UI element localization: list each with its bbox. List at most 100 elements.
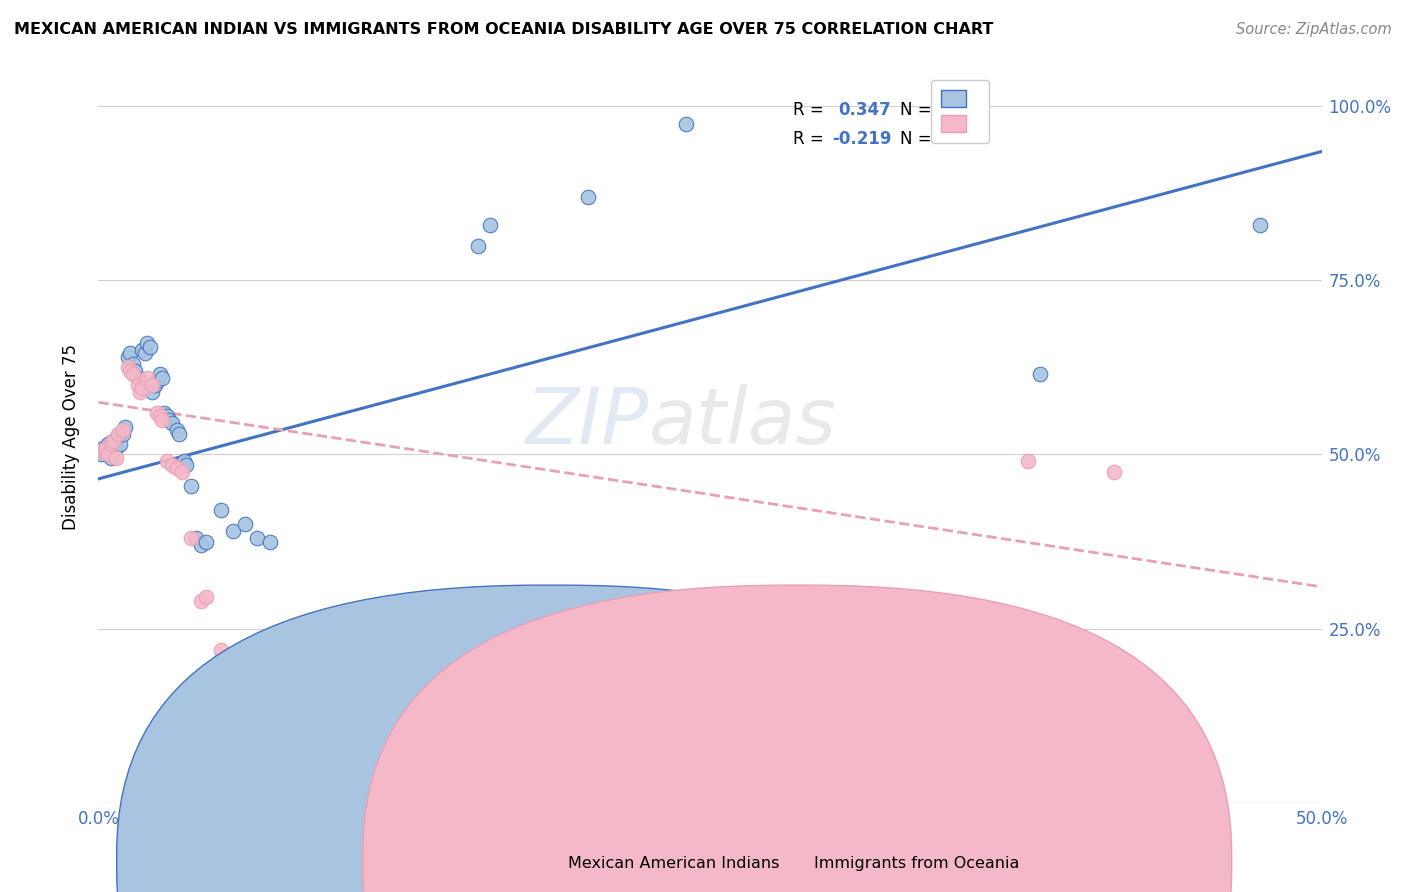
Point: [167, 426, 190, 441]
Point: [139, 339, 162, 353]
Point: [229, 670, 252, 684]
Point: [186, 531, 208, 545]
Point: [141, 377, 163, 392]
Point: [110, 437, 132, 451]
Point: [576, 190, 599, 204]
Point: [1029, 368, 1052, 382]
Point: [136, 371, 159, 385]
Point: [120, 346, 142, 360]
Point: [467, 238, 489, 252]
Point: [104, 450, 127, 465]
Point: [190, 538, 212, 552]
Text: N =: N =: [900, 130, 931, 148]
Point: [222, 667, 245, 681]
Point: [283, 664, 305, 678]
Point: [117, 360, 139, 375]
Legend: , : ,: [931, 79, 990, 143]
Point: [1102, 465, 1125, 479]
Point: [114, 419, 136, 434]
Point: [127, 377, 149, 392]
Point: [180, 531, 202, 545]
Point: [405, 607, 427, 622]
Point: [166, 461, 188, 475]
Point: [195, 591, 218, 605]
Point: [91, 441, 114, 455]
Point: [94, 444, 117, 458]
Point: [127, 371, 149, 385]
Point: [107, 430, 129, 444]
Text: R =: R =: [793, 101, 824, 119]
Point: [160, 458, 183, 472]
Point: [150, 371, 173, 385]
Point: [222, 524, 245, 538]
Text: MEXICAN AMERICAN INDIAN VS IMMIGRANTS FROM OCEANIA DISABILITY AGE OVER 75 CORREL: MEXICAN AMERICAN INDIAN VS IMMIGRANTS FR…: [14, 22, 994, 37]
Point: [166, 423, 188, 437]
Point: [332, 607, 354, 622]
Point: [153, 406, 176, 420]
Point: [160, 416, 183, 430]
Point: [91, 444, 114, 458]
Point: [97, 448, 120, 462]
Point: [356, 653, 378, 667]
Point: [111, 423, 134, 437]
Text: Source: ZipAtlas.com: Source: ZipAtlas.com: [1236, 22, 1392, 37]
Y-axis label: Disability Age Over 75: Disability Age Over 75: [62, 344, 80, 530]
Point: [104, 441, 127, 455]
Point: [124, 364, 146, 378]
Point: [101, 434, 124, 448]
Text: atlas: atlas: [650, 384, 837, 460]
Point: [233, 517, 256, 532]
Point: [209, 503, 232, 517]
Point: [478, 218, 501, 232]
Point: [195, 534, 218, 549]
Point: [136, 336, 159, 351]
Point: [120, 364, 142, 378]
Point: [146, 375, 169, 389]
Point: [121, 368, 143, 382]
Point: [259, 534, 281, 549]
Point: [176, 458, 198, 472]
Text: 0.347: 0.347: [838, 101, 891, 119]
Point: [143, 377, 166, 392]
Point: [170, 465, 193, 479]
Point: [107, 426, 129, 441]
Point: [101, 434, 124, 448]
Point: [97, 437, 120, 451]
Point: [149, 409, 172, 424]
Point: [131, 343, 153, 357]
Point: [90, 448, 112, 462]
Point: [209, 642, 232, 657]
Point: [1249, 218, 1271, 232]
Point: [141, 384, 163, 399]
Point: [129, 384, 152, 399]
Point: [368, 673, 391, 688]
Point: [156, 409, 179, 424]
Point: [344, 604, 367, 618]
Point: [173, 454, 195, 468]
Point: [146, 406, 169, 420]
Point: [190, 594, 212, 608]
Point: [111, 426, 134, 441]
Text: -0.219: -0.219: [832, 130, 891, 148]
Point: [134, 346, 156, 360]
Text: R =: R =: [793, 130, 824, 148]
Point: [613, 646, 636, 660]
Point: [295, 657, 318, 671]
Point: [117, 350, 139, 364]
Point: [1017, 454, 1039, 468]
Point: [308, 660, 330, 674]
Point: [246, 531, 269, 545]
Point: [150, 412, 173, 426]
Text: N =: N =: [900, 101, 931, 119]
Text: Immigrants from Oceania: Immigrants from Oceania: [814, 856, 1019, 871]
Text: ZIP: ZIP: [526, 384, 650, 460]
Point: [156, 454, 179, 468]
Text: 57: 57: [936, 101, 959, 119]
Point: [100, 450, 122, 465]
Point: [270, 667, 294, 681]
Point: [157, 412, 180, 426]
Point: [94, 441, 117, 455]
Point: [100, 437, 122, 451]
Text: 31: 31: [936, 130, 959, 148]
Point: [131, 381, 153, 395]
